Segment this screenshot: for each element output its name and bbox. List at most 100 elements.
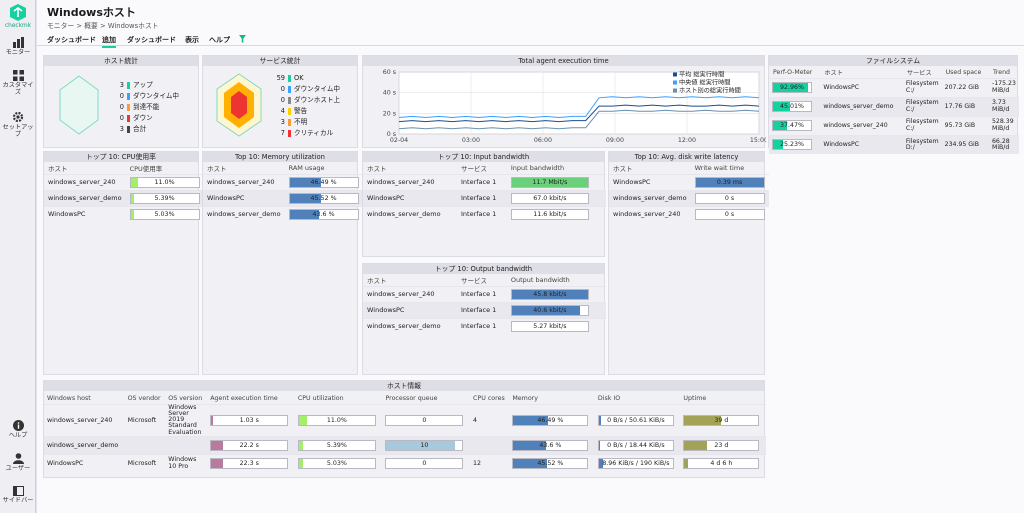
table-row[interactable]: windows_server_240 Interface 1 45.8 kbit/s (363, 285, 606, 302)
table-row[interactable]: WindowsPC 5.03% (44, 205, 204, 222)
column-header[interactable]: ホスト (367, 277, 387, 286)
host-cell[interactable]: windows_server_demo (609, 189, 691, 206)
table-row[interactable]: 25.23% WindowsPC Filesystem D:/234.95 GiB 6… (769, 134, 1019, 154)
host-cell[interactable]: windows_server_demo (363, 317, 457, 334)
table-row[interactable]: windows_server_demo Interface 1 11.6 kbit/… (363, 205, 606, 222)
table-row[interactable]: windows_server_demo 22.2 s 5.39% 10 43.6 % 0 … (44, 435, 766, 455)
host-cell[interactable]: windows_server_240 (363, 173, 457, 190)
column-header[interactable]: サービス (460, 165, 487, 174)
host-cell[interactable]: WindowsPC (820, 134, 903, 154)
perf-o-meter-value: 45.52 % (310, 194, 337, 202)
table-row[interactable]: WindowsPC 0.39 ms (609, 173, 769, 190)
menu-add[interactable]: 追加 (102, 35, 116, 48)
perf-o-meter-value: 46.49 % (310, 178, 337, 186)
host-cell[interactable]: windows_server_240 (363, 285, 457, 302)
host-cell[interactable]: windows_server_demo (44, 435, 125, 455)
column-header[interactable]: OS vendor (127, 394, 161, 402)
column-header[interactable]: ホスト (48, 165, 68, 174)
table-row[interactable]: windows_server_240 Interface 1 11.7 Mbit/s (363, 173, 606, 190)
table-row[interactable]: WindowsPC 45.52 % (203, 189, 363, 206)
mem-top-title: Top 10: Memory utilization (203, 152, 357, 162)
table-row[interactable]: windows_server_demo 43.6 % (203, 205, 363, 222)
sidebar-item-sidebar[interactable]: サイドバー (0, 486, 36, 505)
host-cell[interactable]: windows_server_240 (203, 173, 285, 190)
sidebar-item-customize[interactable]: カスタマイズ (0, 70, 36, 97)
column-header[interactable]: Used space (945, 68, 982, 76)
table-row[interactable]: windows_server_240 0 s (609, 205, 769, 222)
host-cell[interactable]: windows_server_demo (44, 189, 126, 206)
host-cell[interactable]: windows_server_demo (363, 205, 457, 222)
menu-help[interactable]: ヘルプ (209, 36, 230, 44)
breadcrumb[interactable]: モニター > 概要 > Windowsホスト (47, 22, 159, 30)
column-header[interactable]: ホスト (613, 165, 633, 174)
column-header[interactable]: Uptime (683, 394, 707, 402)
table-row[interactable]: windows_server_240 Microsoft Windows Serve… (44, 403, 766, 437)
sidebar-item-help[interactable]: ヘルプ (0, 420, 36, 440)
column-header[interactable]: Processor queue (385, 394, 438, 402)
memory-cell: 43.6 % (509, 435, 595, 455)
column-header[interactable]: Output bandwidth (510, 276, 570, 285)
filter-icon[interactable] (239, 35, 246, 43)
table-row[interactable]: windows_server_240 46.49 % (203, 173, 363, 190)
menu-dashboard-2[interactable]: ダッシュボード (127, 36, 176, 44)
table-row[interactable]: windows_server_demo Interface 1 5.27 kbit/… (363, 317, 606, 334)
column-header[interactable]: Trend (993, 68, 1010, 76)
table-row[interactable]: windows_server_demo 0 s (609, 189, 769, 206)
host-cell[interactable]: windows_server_240 (609, 205, 691, 222)
perf-o-meter-fill (211, 440, 223, 450)
menu-view[interactable]: 表示 (185, 36, 199, 44)
column-header[interactable]: CPU cores (473, 394, 505, 402)
host-cell[interactable]: WindowsPC (363, 301, 457, 318)
table-row[interactable]: WindowsPC Interface 1 40.6 kbit/s (363, 301, 606, 318)
host-cell[interactable]: WindowsPC (44, 453, 125, 473)
column-header[interactable]: Write wait time (694, 164, 745, 173)
service-cell: Interface 1 (456, 189, 507, 206)
uptime-cell: 4 d 6 h (680, 453, 766, 473)
column-header[interactable]: Perf-O-Meter (773, 68, 813, 76)
table-row[interactable]: WindowsPC Interface 1 67.0 kbit/s (363, 189, 606, 206)
column-header[interactable]: CPU utilization (297, 394, 344, 402)
host-cell[interactable]: windows_server_240 (44, 403, 125, 437)
column-header[interactable]: OS version (168, 394, 203, 402)
host-cell[interactable]: WindowsPC (363, 189, 457, 206)
host-cell[interactable]: windows_server_240 (44, 173, 126, 190)
column-header[interactable]: サービス (906, 69, 932, 77)
column-header[interactable]: Disk IO (597, 394, 621, 402)
column-header[interactable]: ホスト (824, 69, 843, 77)
cpu-cell: 11.0% (294, 403, 383, 437)
host-cell[interactable]: WindowsPC (820, 77, 903, 97)
table-row[interactable]: WindowsPC Microsoft Windows 10 Pro 22.3 s 5.… (44, 453, 766, 473)
sidebar-item-monitor[interactable]: モニター (0, 37, 36, 57)
column-header[interactable]: RAM usage (288, 164, 325, 173)
host-cell[interactable]: windows_server_240 (820, 115, 903, 135)
column-header[interactable]: CPU使用率 (129, 165, 163, 174)
host-cell[interactable]: windows_server_demo (820, 96, 903, 116)
table-row[interactable]: windows_server_240 11.0% (44, 173, 204, 190)
table-row[interactable]: windows_server_demo 5.39% (44, 189, 204, 206)
perf-o-meter-value: 43.6 % (539, 441, 562, 449)
column-header[interactable]: Memory (512, 394, 538, 402)
agent-time-chart[interactable]: 0 s 20 s 40 s 60 s 02-04 03:00 06:00 09:00 12:00… (363, 66, 766, 148)
column-header[interactable]: ホスト (367, 165, 387, 174)
agent-time-cell: 22.3 s (207, 453, 295, 473)
host-cell[interactable]: WindowsPC (609, 173, 691, 190)
host-cell[interactable]: WindowsPC (44, 205, 126, 222)
host-cell[interactable]: WindowsPC (203, 189, 285, 206)
trend-cell: 66.28 MiB/d (989, 134, 1019, 154)
host-cell[interactable]: windows_server_demo (203, 205, 285, 222)
table-row[interactable]: 92.96% WindowsPC Filesystem C:/207.22 GiB -… (769, 77, 1019, 97)
sidebar-item-user[interactable]: ユーザー (0, 453, 36, 473)
column-header[interactable]: ホスト (207, 165, 227, 174)
filesystem-title: ファイルシステム (769, 56, 1017, 66)
column-header[interactable]: Agent execution time (210, 394, 278, 402)
column-header[interactable]: サービス (460, 277, 487, 286)
column-header[interactable]: Windows host (47, 394, 91, 402)
host-stat-count: 0 (119, 92, 124, 100)
checkmk-logo[interactable]: checkmk (0, 4, 36, 30)
table-row[interactable]: 45.01% windows_server_demo Filesystem C:/1… (769, 96, 1019, 116)
sidebar-item-setup[interactable]: セットアップ (0, 111, 36, 139)
menu-dashboard[interactable]: ダッシュボード (47, 36, 96, 44)
column-header[interactable]: Input bandwidth (510, 164, 565, 173)
perf-o-meter-fill (511, 305, 580, 315)
table-row[interactable]: 37.47% windows_server_240 Filesystem C:/95… (769, 115, 1019, 135)
